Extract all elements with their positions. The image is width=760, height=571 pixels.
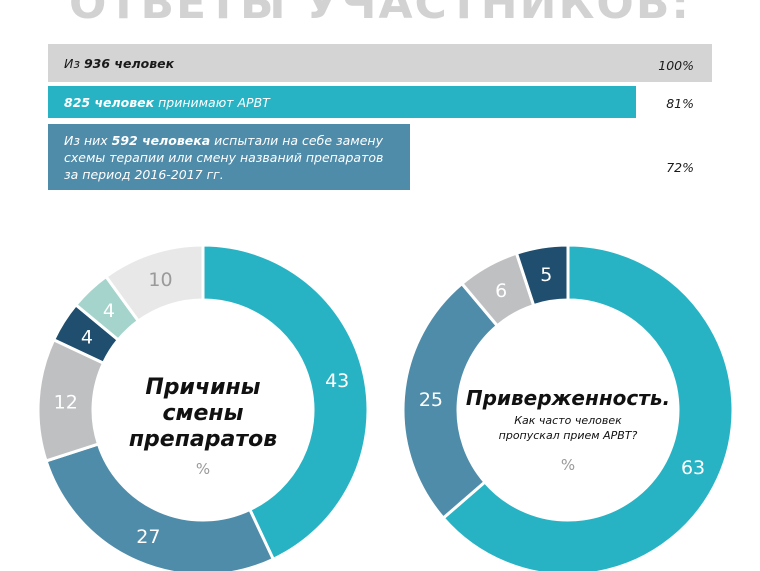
- donut-adherence-unit: %: [561, 456, 575, 474]
- bar-total-percent: 100%: [658, 58, 694, 73]
- donut-reasons: 43 27 12 44 10: [36, 243, 370, 571]
- bar-total-count: 936 человек: [83, 55, 175, 71]
- donut1-slice-3: [514, 243, 570, 308]
- bar-switch-pre: Из них: [64, 133, 112, 148]
- donut0-slice-5: [103, 243, 205, 324]
- donut-adherence-subtitle-line1: Как часто человек: [514, 414, 622, 427]
- donut1-slice-label-2: 6: [495, 280, 507, 302]
- donut0-slice-label-5: 10: [148, 269, 172, 291]
- bar-arvt-count: 825 человек: [64, 94, 155, 110]
- donut-reasons-unit: %: [196, 460, 210, 478]
- bar-arvt-percent: 81%: [666, 96, 694, 111]
- donut-adherence: 63 25 6 5: [401, 243, 735, 571]
- donut0-slice-label-1: 27: [136, 526, 160, 548]
- donut-reasons-title-line1: Причины: [145, 375, 260, 400]
- donut-reasons-title-line3: препаратов: [129, 427, 277, 452]
- donut1-slice-1: [401, 281, 500, 521]
- donut-adherence-subtitle-line2: пропускал прием АРВТ?: [499, 429, 638, 442]
- donut0-slice-0: [201, 243, 370, 562]
- donut1-slice-label-3: 5: [540, 264, 552, 286]
- bar-switch-percent: 72%: [666, 160, 694, 175]
- donut0-slice-label-4: 4: [103, 300, 115, 322]
- donut0-slice-label-0: 43: [325, 370, 349, 392]
- bar-arvt-text: принимают АРВТ: [154, 94, 270, 110]
- donut-adherence-title: Приверженность.: [466, 386, 670, 410]
- donut0-slice-label-3: 4: [81, 326, 93, 348]
- page-title: ОТВЕТЫ УЧАСТНИКОВ:: [69, 0, 691, 29]
- bar-switch-text: испытали на себе замену: [210, 133, 383, 148]
- bar-switch-line2: схемы терапии или смену названий препара…: [64, 150, 384, 165]
- donut1-slice-0: [441, 243, 735, 571]
- bar-arvt: 825 человек принимают АРВТ: [48, 86, 636, 118]
- donut0-slice-1: [44, 442, 276, 571]
- bar-switch: Из них 592 человека испытали на себе зам…: [48, 124, 410, 190]
- donut0-slice-label-2: 12: [54, 391, 78, 413]
- donut1-slice-label-1: 25: [419, 389, 443, 411]
- bar-total-pre: Из: [64, 55, 84, 71]
- bar-switch-line3: за период 2016-2017 гг.: [64, 167, 224, 182]
- bar-switch-count: 592 человека: [111, 133, 211, 148]
- donut1-slice-label-0: 63: [681, 457, 705, 479]
- bar-total: Из 936 человек: [48, 44, 712, 82]
- donut-reasons-title-line2: смены: [162, 401, 243, 426]
